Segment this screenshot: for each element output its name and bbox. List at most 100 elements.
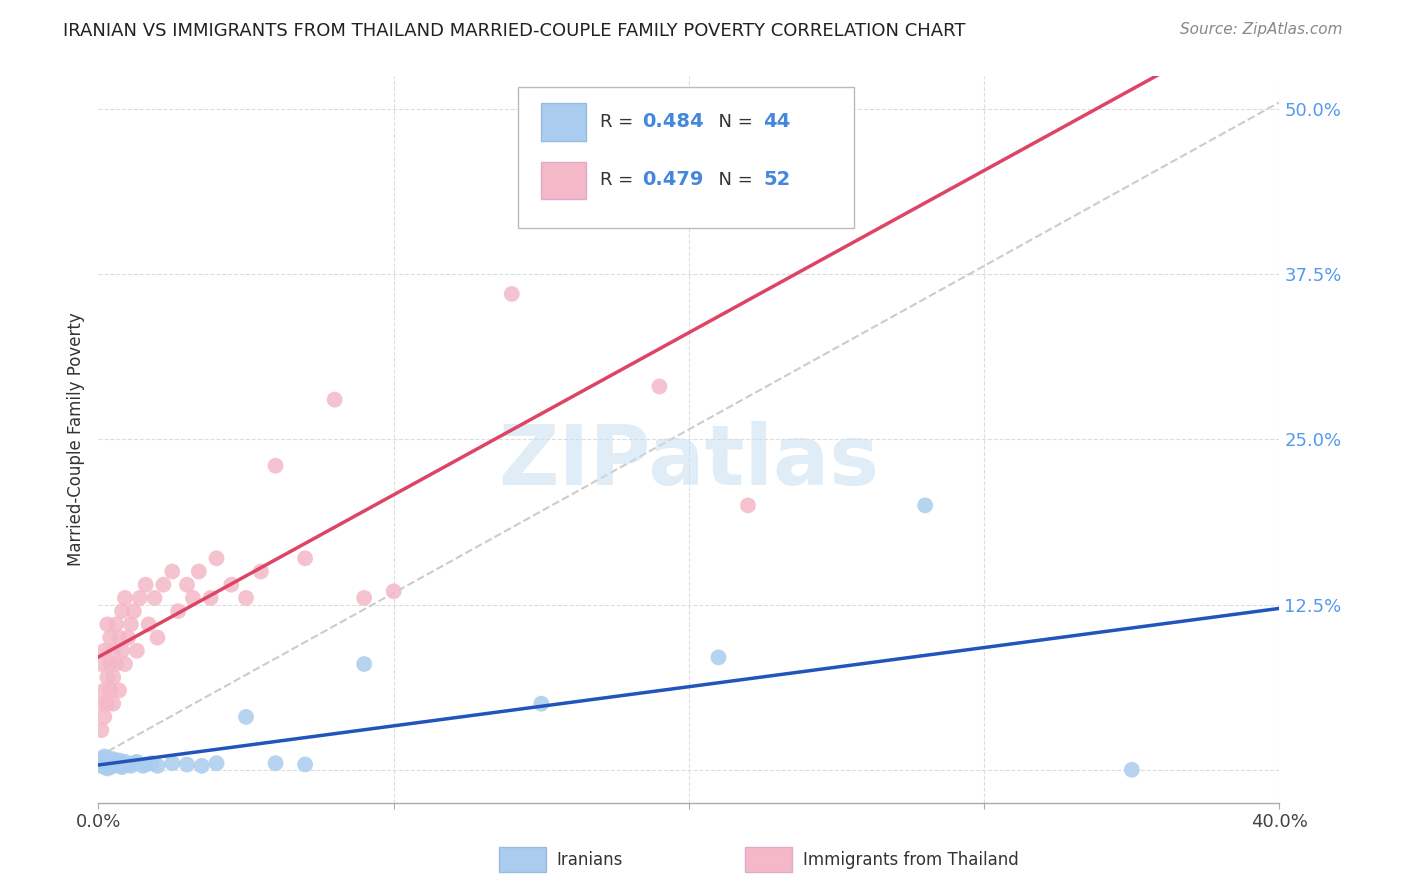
Point bbox=[167, 604, 190, 618]
Point bbox=[146, 759, 169, 773]
Point bbox=[501, 287, 523, 301]
Point bbox=[93, 710, 115, 724]
Point bbox=[132, 759, 155, 773]
Text: Source: ZipAtlas.com: Source: ZipAtlas.com bbox=[1180, 22, 1343, 37]
Y-axis label: Married-Couple Family Poverty: Married-Couple Family Poverty bbox=[66, 312, 84, 566]
Point bbox=[152, 578, 174, 592]
Point bbox=[103, 756, 125, 771]
Point bbox=[108, 631, 131, 645]
Point bbox=[128, 591, 150, 605]
Point bbox=[1121, 763, 1143, 777]
Point bbox=[93, 754, 115, 768]
Text: 0.479: 0.479 bbox=[641, 170, 703, 189]
Point bbox=[191, 759, 214, 773]
Point bbox=[98, 631, 121, 645]
Point bbox=[530, 697, 553, 711]
Point bbox=[575, 194, 598, 209]
Point bbox=[96, 697, 118, 711]
Point bbox=[111, 760, 134, 774]
Point bbox=[111, 644, 134, 658]
Point bbox=[120, 617, 142, 632]
Point bbox=[737, 499, 759, 513]
Point bbox=[382, 584, 405, 599]
Point bbox=[90, 723, 112, 737]
Point bbox=[103, 697, 125, 711]
Text: R =: R = bbox=[600, 170, 640, 189]
Text: R =: R = bbox=[600, 112, 640, 130]
Point bbox=[143, 591, 166, 605]
Point bbox=[353, 591, 375, 605]
Point bbox=[648, 379, 671, 393]
Text: 0.484: 0.484 bbox=[641, 112, 703, 131]
Point bbox=[93, 757, 115, 772]
Text: Iranians: Iranians bbox=[557, 851, 623, 869]
Point bbox=[103, 759, 125, 773]
Point bbox=[96, 617, 118, 632]
Point bbox=[235, 710, 257, 724]
Point bbox=[187, 565, 209, 579]
Point bbox=[105, 657, 128, 671]
Point bbox=[114, 657, 136, 671]
Point bbox=[103, 752, 125, 766]
Point bbox=[93, 749, 115, 764]
Point bbox=[111, 756, 134, 771]
Point bbox=[93, 644, 115, 658]
Point bbox=[117, 757, 139, 772]
Point bbox=[205, 756, 228, 771]
Point bbox=[235, 591, 257, 605]
Point bbox=[146, 631, 169, 645]
Point bbox=[323, 392, 346, 407]
Point bbox=[96, 755, 118, 769]
Point bbox=[108, 759, 131, 773]
Point bbox=[141, 756, 163, 771]
Point bbox=[707, 650, 730, 665]
Text: N =: N = bbox=[707, 170, 758, 189]
Point bbox=[176, 757, 198, 772]
Point bbox=[111, 604, 134, 618]
Text: IRANIAN VS IMMIGRANTS FROM THAILAND MARRIED-COUPLE FAMILY POVERTY CORRELATION CH: IRANIAN VS IMMIGRANTS FROM THAILAND MARR… bbox=[63, 22, 966, 40]
Point bbox=[117, 631, 139, 645]
Point bbox=[98, 760, 121, 774]
Text: 44: 44 bbox=[763, 112, 790, 131]
FancyBboxPatch shape bbox=[541, 161, 586, 200]
Point bbox=[114, 591, 136, 605]
Point bbox=[205, 551, 228, 566]
Point bbox=[90, 657, 112, 671]
Point bbox=[90, 697, 112, 711]
Point bbox=[914, 499, 936, 513]
Point bbox=[176, 578, 198, 592]
Point bbox=[250, 565, 273, 579]
Text: N =: N = bbox=[707, 112, 758, 130]
Point bbox=[264, 458, 287, 473]
Point bbox=[96, 761, 118, 775]
Point bbox=[108, 683, 131, 698]
Text: 52: 52 bbox=[763, 170, 790, 189]
Point bbox=[93, 683, 115, 698]
Point bbox=[105, 757, 128, 772]
Point bbox=[294, 757, 316, 772]
Text: ZIPatlas: ZIPatlas bbox=[499, 421, 879, 501]
Point bbox=[103, 644, 125, 658]
Point bbox=[162, 756, 183, 771]
Point bbox=[181, 591, 204, 605]
Point bbox=[264, 756, 287, 771]
Point bbox=[135, 578, 157, 592]
Point bbox=[105, 755, 128, 769]
Point bbox=[96, 751, 118, 765]
Point bbox=[135, 757, 157, 772]
Point bbox=[98, 754, 121, 768]
Point bbox=[103, 670, 125, 684]
FancyBboxPatch shape bbox=[517, 87, 855, 228]
Point bbox=[162, 565, 183, 579]
FancyBboxPatch shape bbox=[541, 103, 586, 141]
Point bbox=[96, 759, 118, 773]
Point bbox=[125, 644, 148, 658]
Point bbox=[122, 756, 145, 771]
Point bbox=[120, 759, 142, 773]
Point bbox=[294, 551, 316, 566]
Point bbox=[96, 670, 118, 684]
Point bbox=[93, 760, 115, 774]
Point bbox=[98, 683, 121, 698]
Point bbox=[114, 755, 136, 769]
Point bbox=[138, 617, 160, 632]
